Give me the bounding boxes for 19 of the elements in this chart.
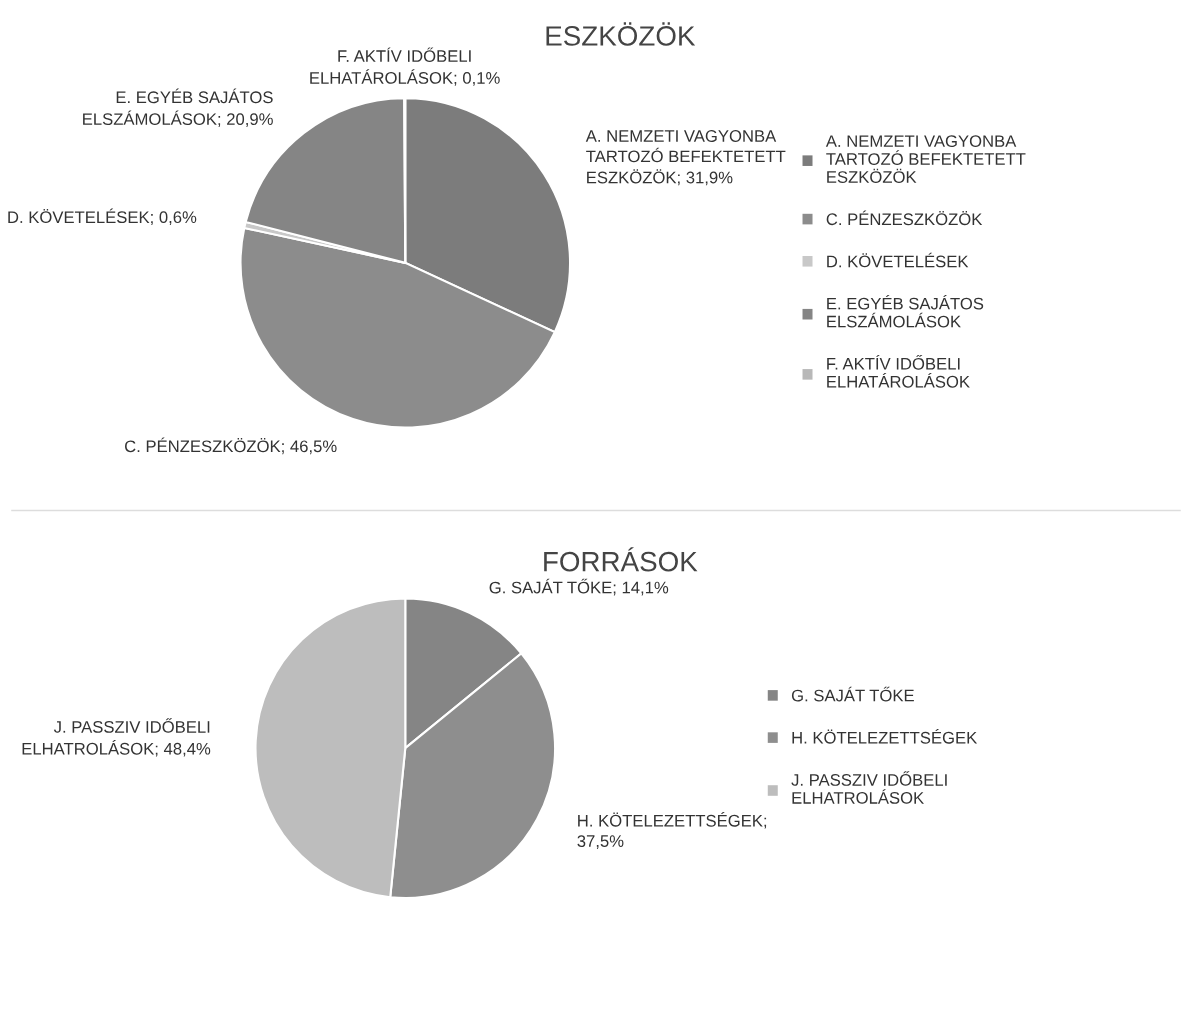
- legend-label: D. KÖVETELÉSEK: [827, 252, 969, 268]
- category-label: G. SAJÁT TŐKE; 14,1%: [489, 578, 669, 596]
- legend-label: J. PASSZIV IDŐBELI ELHATROLÁSOK: [791, 771, 947, 804]
- category-label: A. NEMZETI VAGYONBA TARTOZÓ BEFEKTETETT ESZKÖZÖK; 31,9%: [585, 130, 786, 186]
- legend-label: E. EGYÉB SAJÁTOS ELSZÁMOLÁSOK: [827, 294, 984, 328]
- category-label: C. PÉNZESZKÖZÖK; 46,5%: [125, 437, 337, 455]
- legend-label: F. AKTÍV IDŐBELI ELHATÁROLÁSOK: [827, 355, 970, 388]
- category-label: J. PASSZIV IDŐBELI ELHATROLÁSOK; 48,4%: [22, 718, 211, 757]
- category-label: D. KÖVETELÉSEK; 0,6%: [8, 208, 197, 226]
- category-label: F. AKTÍV IDŐBELI ELHATÁROLÁSOK; 0,1%: [310, 47, 500, 86]
- legend-label: G. SAJÁT TŐKE: [791, 686, 914, 702]
- chart-title: FORRÁSOK: [544, 547, 698, 572]
- legend-label: H. KÖTELEZETTSÉGEK: [792, 729, 978, 744]
- chart-title: ESZKÖZÖK: [546, 22, 696, 46]
- legend-label: C. PÉNZESZKÖZÖK: [826, 210, 983, 226]
- category-label: H. KÖTELEZETTSÉGEK;: [578, 812, 767, 829]
- category-label: E. EGYÉB SAJÁTOS ELSZÁMOLÁSOK; 20,9%: [83, 88, 273, 127]
- text: 37,5%: [577, 835, 624, 849]
- legend-label: A. NEMZETI VAGYONBA TARTOZÓ BEFEKTETETT ESZKÖZÖK: [825, 135, 1026, 183]
